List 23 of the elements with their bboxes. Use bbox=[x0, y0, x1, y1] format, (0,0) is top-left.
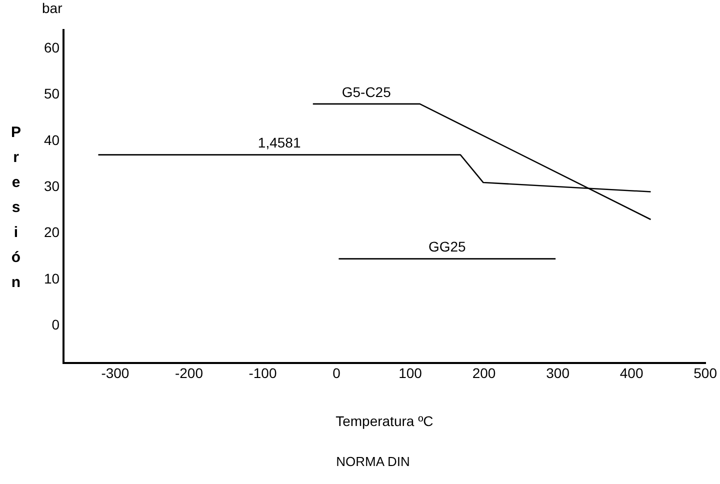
x-tick-label: 200 bbox=[472, 365, 496, 382]
x-tick-label: -100 bbox=[248, 365, 277, 382]
x-tick-label: 0 bbox=[332, 365, 341, 382]
x-tick-label: -200 bbox=[174, 365, 204, 382]
x-axis-title: Temperatura ºC bbox=[336, 412, 434, 429]
x-tick-label: 500 bbox=[694, 365, 718, 382]
y-tick-label: 20 bbox=[44, 224, 60, 240]
x-tick-label: -300 bbox=[101, 365, 130, 382]
series-label: 1,4581 bbox=[258, 134, 301, 151]
text: NORMA DIN bbox=[336, 454, 410, 469]
y-tick-label: 50 bbox=[44, 86, 60, 102]
y-tick-label: 0 bbox=[52, 316, 60, 333]
y-tick-label: 40 bbox=[44, 132, 60, 148]
series-label: GG25 bbox=[428, 238, 466, 255]
series-label: G5-C25 bbox=[342, 84, 392, 100]
x-tick-label: 300 bbox=[546, 365, 570, 382]
y-tick-label: 10 bbox=[44, 270, 60, 286]
x-tick-label: 400 bbox=[620, 365, 644, 382]
y-tick-label: 30 bbox=[44, 178, 60, 194]
y-tick-label: 60 bbox=[44, 39, 60, 56]
x-tick-label: 100 bbox=[398, 365, 422, 382]
text: bar bbox=[42, 0, 63, 16]
y-axis-title: Presión bbox=[10, 123, 22, 293]
